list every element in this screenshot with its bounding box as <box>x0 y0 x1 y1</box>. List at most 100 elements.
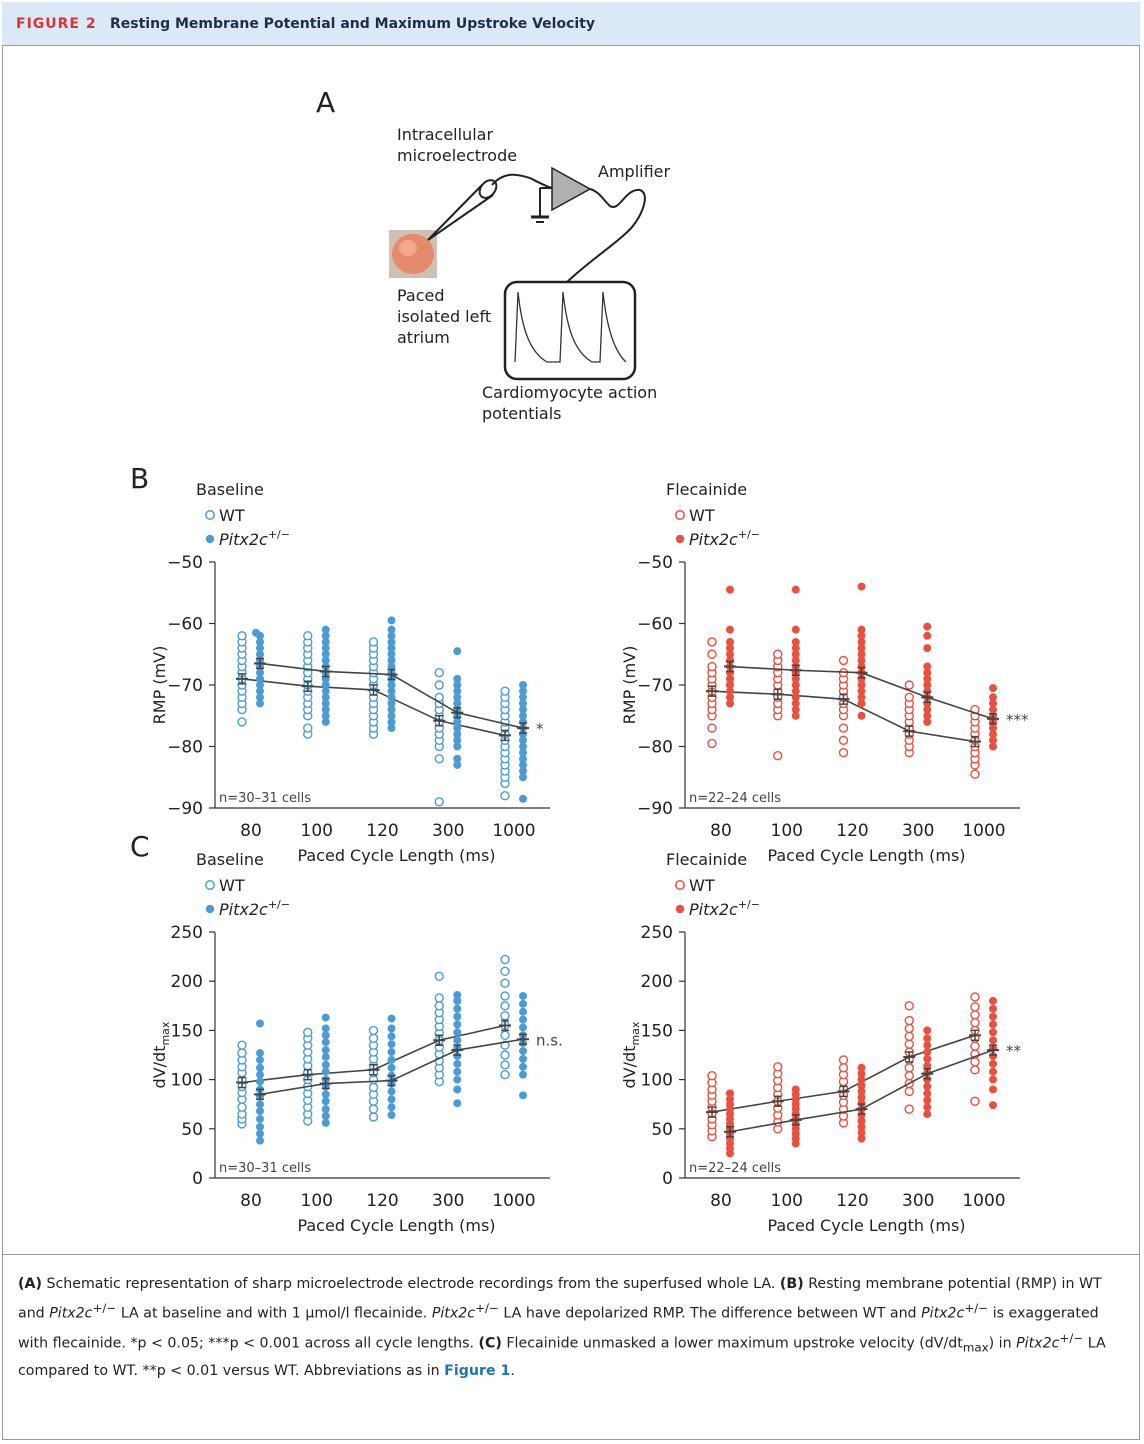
legend-pitx-marker <box>205 904 215 914</box>
data-point-wt <box>904 1015 914 1026</box>
data-point-pitx2c <box>726 681 734 689</box>
data-point-pitx2c <box>453 699 462 708</box>
data-point-wt <box>707 723 717 733</box>
x-tick-label: 120 <box>836 821 868 841</box>
data-point-wt <box>773 751 783 761</box>
data-point-pitx2c <box>321 650 330 659</box>
data-point-pitx2c <box>519 1007 527 1016</box>
data-point-wt <box>500 1060 510 1070</box>
x-axis-label: Paced Cycle Length (ms) <box>297 1216 495 1235</box>
data-point-wt <box>500 1069 510 1080</box>
data-point-wt <box>707 637 717 647</box>
data-point-pitx2c <box>387 1032 396 1041</box>
data-point-wt <box>970 1017 980 1028</box>
data-point-pitx2c <box>321 1024 330 1033</box>
data-point-pitx2c <box>857 1093 866 1102</box>
data-point-pitx2c <box>256 1070 264 1079</box>
data-point-pitx2c <box>519 1062 527 1071</box>
data-point-pitx2c <box>519 773 527 782</box>
data-point-pitx2c <box>791 644 800 653</box>
data-point-pitx2c <box>519 1047 527 1056</box>
data-point-pitx2c <box>791 681 800 689</box>
data-point-pitx2c <box>857 1134 866 1143</box>
data-point-pitx2c <box>857 681 866 689</box>
y-tick-label: −70 <box>167 676 203 696</box>
data-point-pitx2c <box>256 1019 264 1028</box>
data-point-pitx2c <box>321 699 330 708</box>
data-point-wt <box>838 747 849 758</box>
caption-b-label: (B) <box>779 1276 804 1292</box>
y-tick-label: −70 <box>637 676 673 696</box>
data-point-wt <box>500 1010 510 1021</box>
data-point-pitx2c <box>321 681 330 689</box>
data-point-pitx2c <box>519 717 527 726</box>
data-point-pitx2c <box>923 1041 932 1050</box>
data-point-pitx2c <box>453 1020 462 1029</box>
data-point-pitx2c <box>923 699 932 708</box>
sample-size-annotation: n=22–24 cells <box>689 791 781 806</box>
data-point-wt <box>904 1104 914 1114</box>
caption-c-text-2: ) in <box>988 1335 1017 1352</box>
data-point-pitx2c <box>989 1067 997 1076</box>
data-point-pitx2c <box>519 736 527 745</box>
figure-1-link[interactable]: Figure 1 <box>444 1363 511 1380</box>
data-point-wt <box>970 1041 980 1051</box>
data-point-pitx2c <box>989 1075 997 1084</box>
x-tick-label: 1000 <box>492 1191 535 1211</box>
data-point-pitx2c <box>857 687 866 696</box>
data-point-pitx2c <box>923 711 932 720</box>
sample-size-annotation: n=30–31 cells <box>219 1161 311 1176</box>
data-point-pitx2c <box>453 730 462 739</box>
data-point-pitx2c <box>453 996 462 1005</box>
data-point-wt <box>838 723 849 733</box>
data-point-pitx2c <box>453 693 462 702</box>
panel-c-letter: C <box>130 830 150 863</box>
data-point-pitx2c <box>923 622 932 631</box>
legend-wt-marker <box>205 880 215 890</box>
data-point-pitx2c <box>321 1052 330 1061</box>
data-point-pitx2c <box>726 625 734 634</box>
data-point-wt <box>368 1082 379 1093</box>
data-point-pitx2c <box>791 650 800 659</box>
data-point-wt <box>368 1112 379 1122</box>
data-point-pitx2c <box>387 1014 396 1023</box>
data-point-wt <box>904 680 914 690</box>
data-point-wt <box>434 971 444 981</box>
data-point-pitx2c <box>989 1101 997 1110</box>
data-point-pitx2c <box>453 647 462 656</box>
caption-b-text-3: LA have depolarized RMP. The difference … <box>498 1305 922 1322</box>
data-point-pitx2c <box>453 760 462 769</box>
data-point-pitx2c <box>387 711 396 720</box>
data-point-pitx2c <box>453 1004 462 1013</box>
data-point-wt <box>707 661 717 672</box>
data-point-pitx2c <box>387 631 396 640</box>
data-point-pitx2c <box>989 996 997 1005</box>
data-point-pitx2c <box>256 693 264 702</box>
data-point-wt <box>368 1104 379 1114</box>
data-point-pitx2c <box>519 748 527 757</box>
x-tick-label: 80 <box>240 1191 262 1211</box>
data-point-pitx2c <box>923 681 932 689</box>
legend-pitx-label: Pitx2c+/− <box>219 898 290 919</box>
data-point-pitx2c <box>321 687 330 696</box>
y-tick-label: 100 <box>171 1071 203 1091</box>
data-point-pitx2c <box>387 625 396 634</box>
data-point-wt <box>303 1027 313 1038</box>
data-point-pitx2c <box>321 631 330 640</box>
data-point-pitx2c <box>726 668 734 677</box>
data-point-pitx2c <box>989 1004 997 1013</box>
data-point-wt <box>838 1063 849 1073</box>
y-axis-label: RMP (mV) <box>620 646 639 725</box>
data-point-pitx2c <box>387 681 396 689</box>
data-point-wt <box>707 1070 717 1081</box>
x-tick-label: 100 <box>771 1191 803 1211</box>
data-point-pitx2c <box>989 1012 997 1021</box>
legend-pitx-label: Pitx2c+/− <box>689 528 760 549</box>
legend-pitx-superscript: +/− <box>738 528 760 541</box>
data-point-pitx2c <box>857 631 866 640</box>
data-point-pitx2c <box>923 1048 932 1057</box>
y-tick-label: −50 <box>637 553 673 573</box>
x-axis-label: Paced Cycle Length (ms) <box>297 846 495 865</box>
data-point-pitx2c <box>726 656 734 665</box>
data-point-pitx2c <box>857 711 866 720</box>
